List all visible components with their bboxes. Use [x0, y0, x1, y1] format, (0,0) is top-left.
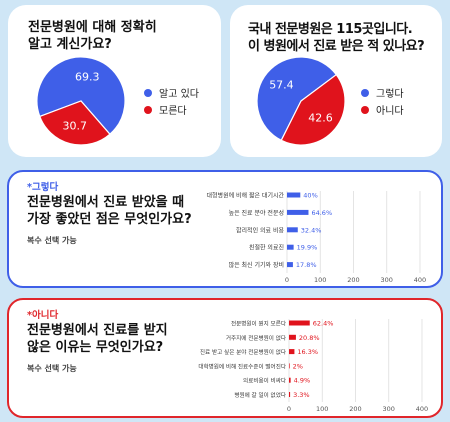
legend-swatch [361, 88, 369, 97]
x-tick-label: 300 [381, 276, 393, 284]
legend-swatch [361, 105, 369, 114]
legend-label: 알고 있다 [159, 89, 199, 100]
pie-slice-label: 30.7 [62, 120, 87, 133]
x-tick-label: 100 [314, 276, 326, 284]
bar-card-reasons-not: *아니다 전문병원에서 진료를 받지 않은 이유는 무엇인가요? 복수 선택 가능… [7, 298, 443, 418]
pie-card-visited: 국내 전문병원은 115곳입니다. 이 병원에서 진료 받은 적 있나요? 57.… [230, 5, 442, 157]
bar [287, 244, 294, 250]
pie-slice [280, 73, 346, 146]
category-label: 대학병원에 비해 진료수준이 떨어진다 [198, 362, 286, 370]
question-title: 전문병원에서 진료를 받지 않은 이유는 무엇인가요? [27, 323, 168, 355]
bar [289, 334, 296, 340]
tag-label: *아니다 [27, 310, 59, 321]
bar [289, 349, 295, 355]
bar-chart: 0 100 200 300 400 전문병원이 뭔지 모른다 62.4% 거주지에 전문병원이… [198, 319, 428, 413]
category-label: 합리적인 의료 비용 [236, 226, 284, 234]
bar-value-label: 4.9% [294, 377, 311, 385]
category-label: 병원에 갈 일이 없었다 [234, 391, 286, 399]
bar [289, 320, 310, 326]
bar [289, 392, 291, 397]
category-label: 많은 최신 기기와 장비 [229, 261, 284, 269]
bar-value-label: 19.9% [297, 244, 318, 252]
category-label: 친절한 의료진 [249, 244, 284, 252]
pie-chart: 57.4 42.6 [256, 56, 346, 146]
pie-slice-label: 42.6 [308, 111, 333, 124]
x-tick-label: 400 [414, 276, 426, 284]
pie-title: 전문병원에 대해 정확히 알고 계신가요? [28, 20, 157, 52]
bar-value-label: 3.3% [293, 391, 310, 399]
legend-label: 그렇다 [376, 89, 404, 100]
bar-value-label: 62.4% [313, 320, 334, 328]
bar-card-best-points: *그렇다 전문병원에서 진료 받았을 때 가장 좋았던 점은 무엇인가요? 복수 … [7, 170, 443, 288]
x-tick-label: 200 [347, 276, 359, 284]
bar [289, 363, 290, 369]
category-label: 전문병원이 뭔지 모른다 [231, 320, 286, 328]
note-multiple-choice: 복수 선택 가능 [27, 364, 77, 373]
category-label: 거주지에 전문병원이 없다 [226, 334, 286, 342]
x-tick-label: 0 [287, 405, 291, 413]
x-tick-label: 400 [416, 405, 428, 413]
tag-label: *그렇다 [27, 182, 59, 193]
pie-slice [39, 100, 111, 146]
category-label: 대형병원에 비해 짧은 대기시간 [207, 192, 285, 200]
x-tick-label: 100 [316, 405, 328, 413]
bar-value-label: 2% [293, 362, 303, 370]
bar-value-label: 17.8% [296, 261, 317, 269]
bar-value-label: 20.8% [299, 334, 320, 342]
bar-value-label: 16.3% [297, 348, 318, 356]
pie-slice [256, 56, 338, 142]
bar-value-label: 64.6% [311, 209, 332, 217]
legend-label: 아니다 [376, 106, 404, 117]
bar-chart: 0 100 200 300 400 대형병원에 비해 짧은 대기시간 40% 높은 진료 분야… [207, 191, 426, 284]
bar [287, 209, 309, 215]
x-tick-label: 0 [285, 276, 289, 284]
note-multiple-choice: 복수 선택 가능 [27, 236, 77, 245]
x-tick-label: 300 [383, 405, 395, 413]
pie-chart: 69.3 30.7 [36, 56, 126, 146]
legend-item: 아니다 [361, 101, 404, 118]
pie-title: 국내 전문병원은 115곳입니다. 이 병원에서 진료 받은 적 있나요? [248, 22, 425, 54]
legend-label: 모른다 [159, 106, 187, 117]
bar [287, 192, 301, 198]
x-tick-label: 200 [349, 405, 361, 413]
bar [287, 262, 293, 268]
pie-slice-label: 57.4 [269, 79, 294, 92]
bar [287, 227, 298, 233]
legend-item: 모른다 [144, 101, 199, 118]
pie-slice-label: 69.3 [75, 70, 100, 83]
question-title: 전문병원에서 진료 받았을 때 가장 좋았던 점은 무엇인가요? [27, 195, 192, 227]
legend-item: 알고 있다 [144, 84, 199, 101]
bar [289, 377, 291, 383]
legend-swatch [144, 105, 152, 114]
category-label: 진료 받고 싶은 분야 전문병원이 없다 [200, 348, 286, 356]
pie-slice [36, 56, 126, 136]
legend-item: 그렇다 [361, 84, 404, 101]
category-label: 높은 진료 분야 전문성 [229, 209, 284, 217]
bar-value-label: 32.4% [301, 226, 322, 234]
category-label: 의료비용이 비싸다 [243, 377, 286, 385]
bar-value-label: 40% [303, 192, 317, 200]
legend-swatch [144, 88, 152, 97]
